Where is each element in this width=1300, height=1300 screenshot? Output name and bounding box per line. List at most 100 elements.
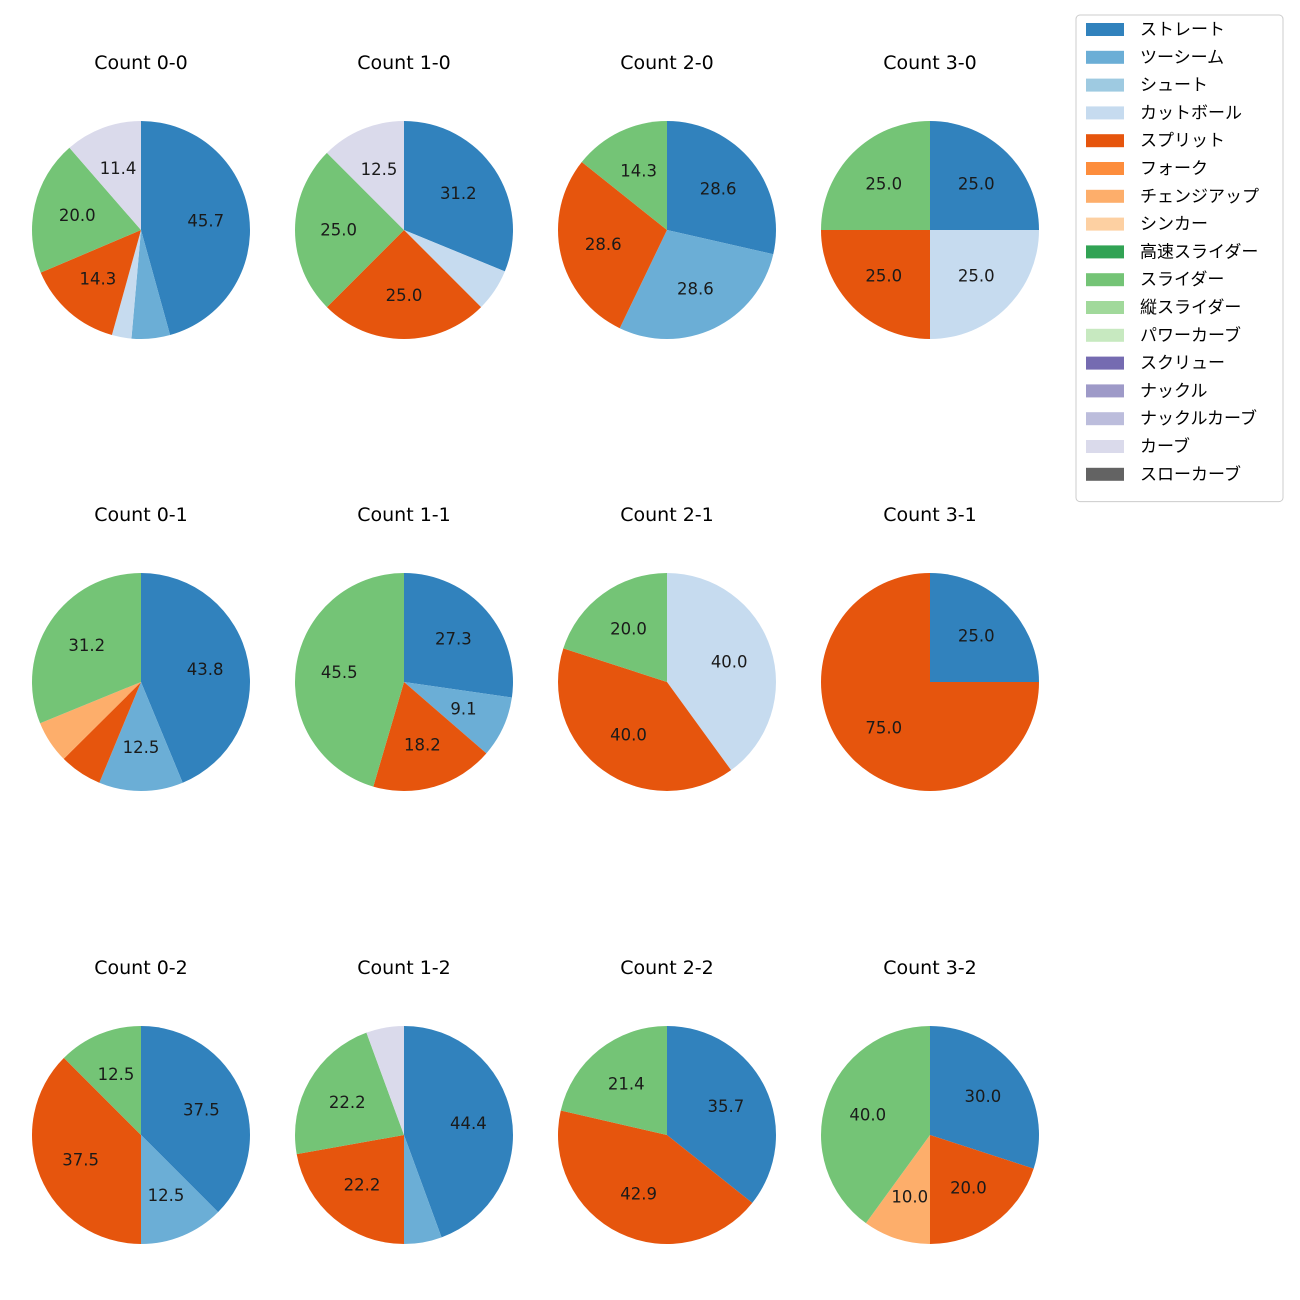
legend-swatch (1086, 301, 1124, 314)
pie-slice (111, 230, 141, 339)
pie-slice (294, 152, 404, 308)
pie-slice (404, 682, 512, 754)
legend-swatch (1086, 328, 1124, 342)
pie-slice (31, 573, 141, 724)
pie-title: Count 1-0 (357, 52, 451, 74)
pie-title: Count 2-1 (620, 504, 714, 526)
pie-title: Count 2-2 (620, 957, 714, 979)
slice-label: 21.4 (608, 1074, 645, 1093)
slice-label: 11.4 (100, 159, 137, 178)
pie-slice (141, 573, 251, 783)
slice-label: 37.5 (183, 1100, 220, 1119)
legend-label: シュート (1140, 76, 1208, 96)
slice-label: 30.0 (965, 1087, 1002, 1106)
pie-count-1-0: Count 1-0 31.2 25.0 25.0 12.5 (294, 52, 513, 339)
pie-slice (40, 230, 141, 336)
legend-label: ツーシーム (1140, 48, 1224, 68)
slice-label: 25.0 (958, 626, 995, 645)
slice-label: 14.3 (620, 162, 657, 181)
legend-item: ツーシーム (1086, 48, 1224, 68)
legend-swatch (1086, 134, 1124, 148)
legend-swatch (1086, 50, 1124, 64)
legend-label: 高速スライダー (1140, 242, 1258, 262)
slice-label: 20.0 (950, 1178, 987, 1197)
legend-label: 縦スライダー (1140, 298, 1241, 318)
pie-title: Count 1-2 (357, 957, 451, 979)
legend-item: 高速スライダー (1086, 242, 1258, 262)
pie-slice (326, 121, 404, 230)
legend-label: ナックル (1140, 381, 1208, 401)
pie-count-0-0: Count 0-0 45.7 14.3 20.0 11.4 (31, 52, 250, 339)
legend-item: ストレート (1086, 20, 1225, 40)
legend-label: ストレート (1140, 20, 1225, 40)
pie-count-3-0: Count 3-0 25.0 25.0 25.0 25.0 (821, 52, 1039, 339)
legend-swatch (1086, 440, 1124, 453)
legend-label: シンカー (1140, 215, 1208, 235)
pie-count-1-1: Count 1-1 27.3 9.1 18.2 45.5 (294, 504, 513, 791)
legend-item: カーブ (1086, 436, 1190, 457)
pie-title: Count 0-0 (94, 52, 188, 74)
legend-item: ナックル (1086, 381, 1208, 401)
slice-label: 28.6 (585, 235, 622, 254)
pie-slice (295, 1032, 404, 1155)
legend-swatch (1086, 217, 1124, 231)
pie-slice (69, 120, 141, 230)
legend-label: チェンジアップ (1140, 187, 1259, 207)
pie-slice (404, 573, 513, 698)
pie-slice (930, 1135, 1034, 1244)
slice-label: 43.8 (187, 660, 224, 679)
slice-label: 42.9 (620, 1184, 657, 1203)
pie-slice (99, 682, 183, 791)
legend-swatch (1086, 384, 1124, 398)
pie-slice (930, 1026, 1039, 1169)
pie-slice (366, 1026, 404, 1135)
legend-item: チェンジアップ (1086, 187, 1259, 207)
slice-label: 25.0 (865, 267, 902, 286)
pie-slice (32, 1057, 141, 1244)
pie-slice (294, 572, 404, 787)
slice-label: 14.3 (80, 270, 117, 289)
legend-label: カットボール (1140, 103, 1242, 123)
pie-count-2-2: Count 2-2 35.7 42.9 21.4 (557, 957, 777, 1244)
pie-count-0-1: Count 0-1 43.8 12.5 31.2 (31, 504, 251, 791)
pie-slice (40, 682, 141, 759)
pie-slice (557, 162, 667, 329)
slice-label: 25.0 (958, 174, 995, 193)
slice-label: 35.7 (708, 1097, 745, 1116)
slice-label: 25.0 (386, 286, 423, 305)
slice-label: 40.0 (849, 1105, 886, 1124)
slice-label: 31.2 (68, 636, 105, 655)
pie-slice (560, 1026, 667, 1135)
slice-label: 18.2 (404, 735, 441, 754)
legend: ストレートツーシームシュートカットボールスプリットフォークチェンジアップシンカー… (1075, 14, 1284, 503)
pie-slice (141, 121, 250, 336)
legend-item: パワーカーブ (1086, 325, 1241, 346)
legend-item: カットボール (1086, 103, 1242, 123)
slice-label: 20.0 (59, 206, 96, 225)
pie-title: Count 0-1 (94, 504, 188, 526)
slice-label: 22.2 (344, 1176, 381, 1195)
pie-slice (930, 573, 1039, 682)
pie-slice (821, 230, 930, 339)
pie-slice (404, 1026, 513, 1238)
slice-label: 10.0 (891, 1188, 928, 1207)
legend-label: フォーク (1140, 159, 1208, 179)
legend-swatch (1086, 245, 1124, 259)
slice-label: 12.5 (361, 160, 398, 179)
pie-title: Count 2-0 (620, 52, 714, 74)
slice-label: 12.5 (98, 1065, 135, 1084)
slice-label: 44.4 (450, 1114, 487, 1133)
pie-slice (557, 648, 732, 792)
legend-label: スローカーブ (1140, 464, 1241, 485)
pie-slice (296, 1135, 404, 1244)
legend-label: パワーカーブ (1140, 325, 1241, 346)
slice-label: 40.0 (610, 725, 647, 744)
pie-slice (404, 121, 513, 272)
slice-label: 45.5 (321, 663, 358, 682)
pie-slice (326, 230, 482, 339)
pie-count-3-2: Count 3-2 30.0 20.0 10.0 40.0 (820, 957, 1039, 1244)
pie-slice (667, 1026, 777, 1203)
legend-swatch (1086, 273, 1124, 287)
legend-swatch (1086, 23, 1124, 36)
legend-item: ナックルカーブ (1086, 408, 1257, 429)
